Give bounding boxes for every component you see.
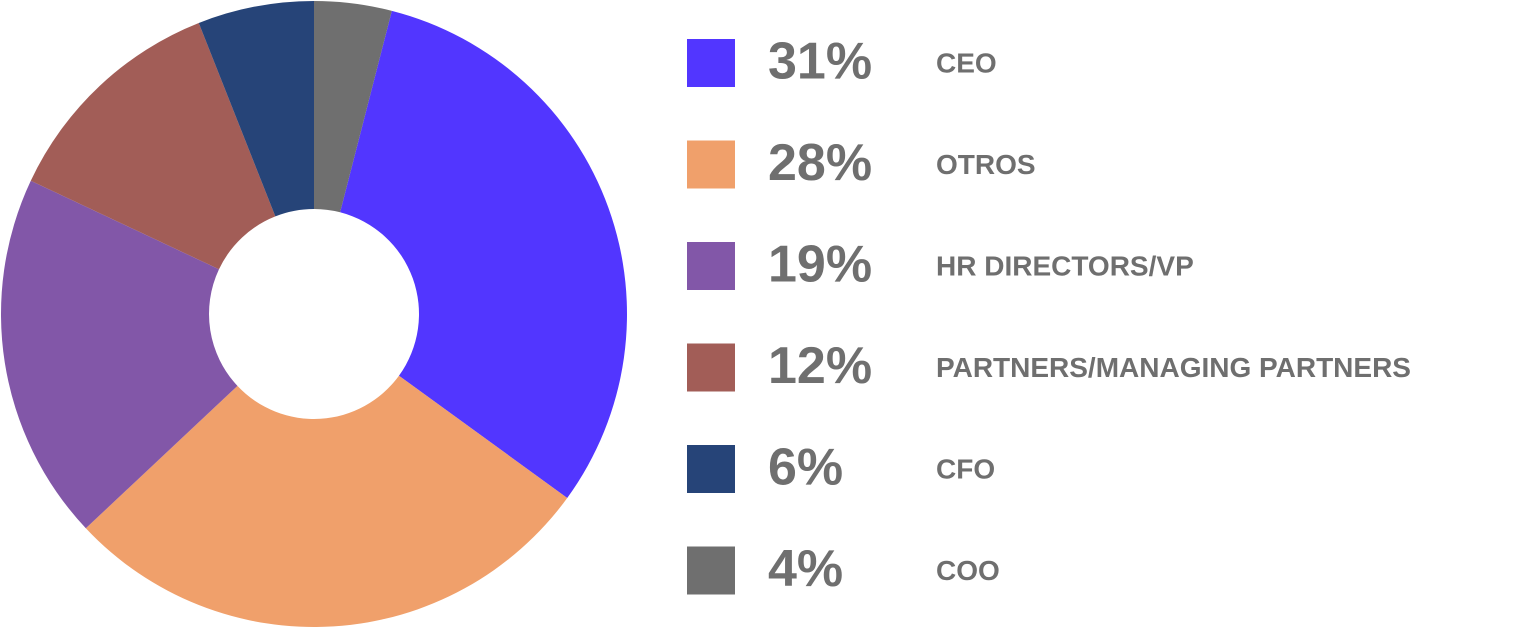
legend-label: OTROS: [936, 149, 1036, 180]
value-label: 4%: [768, 540, 843, 598]
legend-swatch: [687, 343, 735, 392]
pie-slice: [85, 375, 568, 627]
legend-swatch: [687, 242, 735, 290]
legend-label: PARTNERS/MANAGING PARTNERS: [936, 352, 1411, 383]
legend-swatch: [687, 39, 735, 87]
pie-slice: [198, 1, 314, 217]
legend-label: CFO: [936, 453, 995, 484]
pie-slice: [30, 22, 276, 270]
pie-slice: [0, 180, 238, 529]
legend-swatch: [687, 445, 735, 493]
value-label: 19%: [768, 236, 872, 294]
value-label: 6%: [768, 439, 843, 497]
value-label: 12%: [768, 337, 872, 395]
legend-swatch: [687, 546, 735, 595]
legend-label: CEO: [936, 47, 997, 78]
legend-label: HR DIRECTORS/VP: [936, 250, 1194, 281]
legend-swatch: [687, 140, 735, 189]
pie-slice: [340, 10, 627, 498]
pie-slice: [314, 1, 392, 213]
legend-label: COO: [936, 555, 1000, 586]
value-label: 31%: [768, 33, 872, 91]
value-label: 28%: [768, 134, 872, 192]
